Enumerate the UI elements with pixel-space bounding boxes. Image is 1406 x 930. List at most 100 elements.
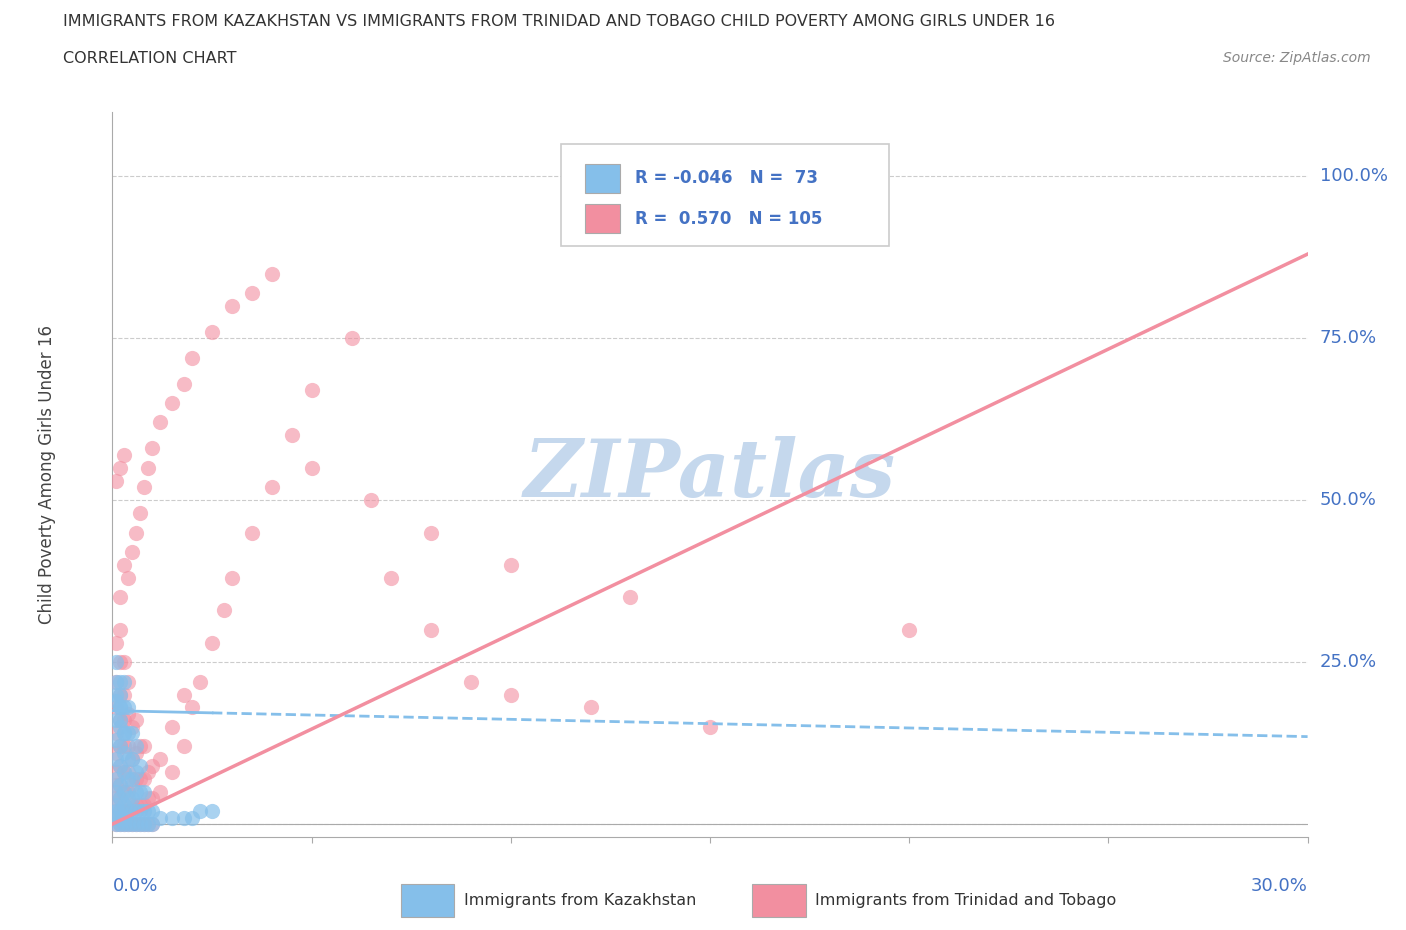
Point	[114, 700, 135, 715]
Point	[114, 817, 135, 831]
Point	[138, 804, 160, 818]
Point	[114, 674, 135, 689]
Point	[121, 797, 143, 812]
Point	[117, 764, 139, 779]
Point	[114, 726, 135, 741]
Point	[129, 817, 152, 831]
Point	[125, 745, 148, 760]
Point	[162, 395, 183, 410]
Text: Child Poverty Among Girls Under 16: Child Poverty Among Girls Under 16	[38, 325, 56, 624]
Point	[114, 713, 135, 728]
Point	[460, 674, 482, 689]
Point	[117, 707, 139, 722]
Point	[125, 525, 148, 540]
Point	[149, 751, 172, 766]
Point	[260, 266, 283, 281]
Point	[114, 558, 135, 573]
Point	[114, 745, 135, 760]
Text: 25.0%: 25.0%	[1320, 653, 1376, 671]
Point	[117, 570, 139, 585]
Point	[134, 771, 156, 786]
Text: 50.0%: 50.0%	[1320, 491, 1376, 510]
Point	[134, 797, 156, 812]
Text: R = -0.046   N =  73: R = -0.046 N = 73	[634, 169, 818, 187]
Point	[129, 797, 152, 812]
Point	[105, 694, 128, 709]
Point	[105, 817, 128, 831]
Point	[360, 493, 382, 508]
Point	[110, 738, 132, 753]
Point	[121, 751, 143, 766]
Point	[281, 428, 304, 443]
Point	[181, 700, 204, 715]
Point	[699, 720, 721, 735]
Text: 30.0%: 30.0%	[1251, 877, 1308, 895]
Point	[188, 674, 211, 689]
Point	[121, 726, 143, 741]
Point	[134, 738, 156, 753]
Point	[340, 331, 363, 346]
Point	[138, 460, 160, 475]
Point	[121, 751, 143, 766]
Point	[110, 758, 132, 773]
Point	[117, 700, 139, 715]
Point	[114, 764, 135, 779]
Point	[117, 771, 139, 786]
Point	[138, 817, 160, 831]
Point	[125, 738, 148, 753]
Point	[162, 810, 183, 825]
Text: Immigrants from Kazakhstan: Immigrants from Kazakhstan	[464, 893, 696, 908]
Point	[420, 622, 443, 637]
Point	[105, 810, 128, 825]
Point	[138, 790, 160, 805]
Point	[110, 590, 132, 604]
Point	[117, 784, 139, 799]
Point	[105, 655, 128, 670]
Point	[110, 622, 132, 637]
Point	[117, 674, 139, 689]
Point	[114, 810, 135, 825]
Point	[114, 817, 135, 831]
Point	[110, 817, 132, 831]
Point	[134, 817, 156, 831]
Point	[141, 441, 163, 456]
Point	[110, 460, 132, 475]
Text: R =  0.570   N = 105: R = 0.570 N = 105	[634, 209, 823, 228]
Point	[114, 797, 135, 812]
Point	[114, 687, 135, 702]
Point	[129, 771, 152, 786]
Point	[105, 804, 128, 818]
Text: ZIPatlas: ZIPatlas	[524, 435, 896, 513]
Point	[105, 745, 128, 760]
Point	[301, 460, 323, 475]
Point	[110, 700, 132, 715]
Point	[110, 777, 132, 792]
Point	[212, 603, 235, 618]
Point	[117, 817, 139, 831]
Point	[105, 797, 128, 812]
Point	[110, 720, 132, 735]
Point	[114, 726, 135, 741]
Point	[114, 804, 135, 818]
Point	[117, 751, 139, 766]
Point	[499, 558, 522, 573]
Point	[110, 790, 132, 805]
Point	[134, 784, 156, 799]
Point	[117, 790, 139, 805]
Point	[121, 545, 143, 560]
Point	[121, 817, 143, 831]
Point	[117, 804, 139, 818]
Point	[125, 771, 148, 786]
Point	[114, 655, 135, 670]
Point	[138, 764, 160, 779]
Text: IMMIGRANTS FROM KAZAKHSTAN VS IMMIGRANTS FROM TRINIDAD AND TOBAGO CHILD POVERTY : IMMIGRANTS FROM KAZAKHSTAN VS IMMIGRANTS…	[63, 14, 1056, 29]
Point	[149, 415, 172, 430]
Point	[125, 804, 148, 818]
Point	[181, 351, 204, 365]
Point	[149, 784, 172, 799]
Point	[162, 764, 183, 779]
Point	[129, 817, 152, 831]
Point	[105, 751, 128, 766]
Point	[898, 622, 921, 637]
Point	[173, 738, 195, 753]
